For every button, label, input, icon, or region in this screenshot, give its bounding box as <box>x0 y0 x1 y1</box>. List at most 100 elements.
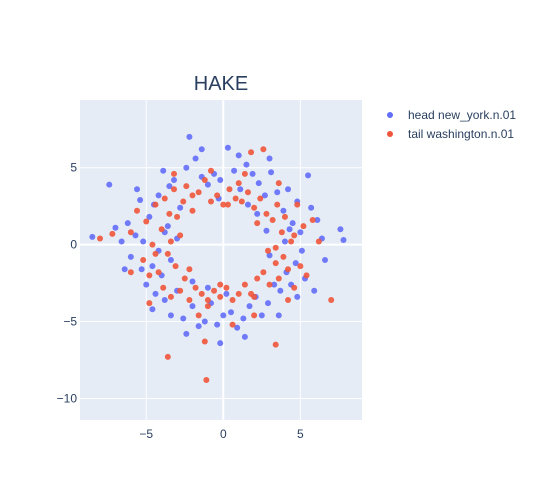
data-points <box>89 133 347 383</box>
tail-point <box>171 186 177 193</box>
tail-point <box>181 275 188 282</box>
tail-point <box>235 180 242 187</box>
tail-point <box>192 284 199 291</box>
legend-item-head[interactable]: head new_york.n.01 <box>387 108 516 122</box>
tail-point <box>97 235 104 242</box>
y-tick-label: 5 <box>70 161 77 175</box>
head-point <box>305 172 312 179</box>
head-point <box>112 224 119 231</box>
tail-point <box>186 297 193 303</box>
tail-point <box>224 201 231 208</box>
head-point <box>167 312 174 319</box>
head-point <box>192 155 199 162</box>
head-point <box>149 263 156 270</box>
tail-point <box>260 269 267 276</box>
head-point <box>249 170 256 177</box>
legend-item-tail[interactable]: tail washington.n.01 <box>387 127 514 141</box>
tail-point <box>274 201 281 208</box>
legend-label: head new_york.n.01 <box>408 108 516 122</box>
tail-point <box>232 195 239 202</box>
head-point <box>254 210 261 217</box>
tail-point <box>167 293 174 300</box>
tail-point <box>280 253 287 260</box>
tail-point <box>164 353 171 360</box>
tail-point <box>226 186 233 193</box>
tail-point <box>251 204 258 211</box>
tail-point <box>241 170 248 177</box>
head-point <box>152 290 159 297</box>
head-point <box>189 303 196 310</box>
head-point <box>237 186 244 193</box>
tail-point <box>214 192 221 199</box>
tail-point <box>288 238 295 245</box>
head-point <box>160 167 167 174</box>
tail-point <box>171 170 177 177</box>
tail-point <box>229 321 236 328</box>
head-point <box>289 220 296 227</box>
tail-point <box>251 312 258 319</box>
tail-point <box>189 192 196 199</box>
tail-point <box>275 180 282 187</box>
tail-point <box>263 210 270 217</box>
tail-point <box>201 338 208 345</box>
head-point <box>322 257 329 263</box>
head-point <box>217 177 224 183</box>
tail-point <box>160 284 167 291</box>
tail-point <box>269 217 276 223</box>
head-point <box>118 238 125 245</box>
head-point <box>166 183 173 190</box>
tail-point <box>265 247 271 254</box>
tail-point <box>294 201 301 208</box>
head-point <box>127 253 134 260</box>
head-point <box>124 220 131 227</box>
tail-point <box>211 287 218 294</box>
head-point <box>106 181 113 188</box>
head-point <box>261 192 268 199</box>
head-point <box>258 312 265 319</box>
tail-point <box>300 223 307 230</box>
tail-point <box>254 220 261 227</box>
head-point <box>189 278 196 285</box>
tail-point <box>134 207 141 214</box>
head-point <box>220 312 227 319</box>
head-point <box>171 177 177 183</box>
grid-lines <box>80 100 362 420</box>
tail-point <box>241 281 248 288</box>
tail-point <box>155 269 162 276</box>
tail-point <box>164 250 171 257</box>
head-point <box>266 155 273 162</box>
head-point <box>198 146 205 153</box>
tail-point <box>291 232 298 239</box>
tail-point <box>204 303 211 310</box>
head-point <box>297 229 304 236</box>
legend-marker <box>387 112 393 118</box>
head-point <box>164 223 171 230</box>
tail-point <box>285 266 292 273</box>
tail-point <box>158 226 165 233</box>
tail-point <box>272 260 279 267</box>
y-tick-label: −5 <box>63 315 77 329</box>
tail-point <box>281 213 288 220</box>
tail-point <box>149 241 156 248</box>
head-point <box>235 152 242 159</box>
head-point <box>311 287 318 294</box>
head-point <box>228 309 235 316</box>
tail-point <box>266 281 273 288</box>
plot-background <box>80 100 362 420</box>
tail-point <box>275 275 282 282</box>
head-point <box>214 321 221 328</box>
tail-point <box>143 218 150 225</box>
tail-point <box>189 207 196 214</box>
tail-point <box>195 189 202 196</box>
head-point <box>268 169 275 176</box>
tail-point <box>272 341 279 348</box>
head-point <box>240 315 247 322</box>
head-point <box>121 266 128 273</box>
tail-point <box>217 293 224 300</box>
tail-point <box>238 198 245 205</box>
tail-point <box>251 293 258 300</box>
head-point <box>263 227 270 234</box>
head-point <box>204 181 211 188</box>
